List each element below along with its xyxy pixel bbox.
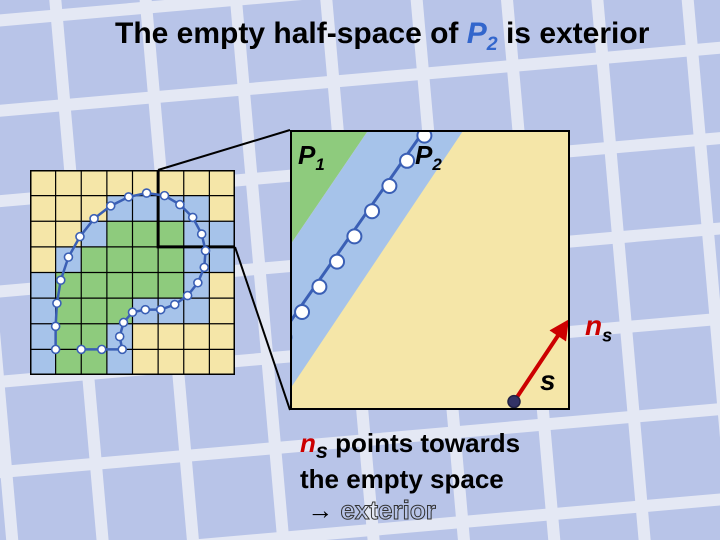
label-p2: P2 bbox=[415, 140, 442, 175]
label-p1: P1 bbox=[298, 140, 325, 175]
title-suffix: is exterior bbox=[498, 17, 650, 50]
page-title: The empty half-space of P2 is exterior bbox=[115, 15, 700, 56]
label-s: s bbox=[540, 365, 556, 397]
caption-exterior: exterior bbox=[340, 495, 435, 525]
title-prefix: The empty half-space of bbox=[115, 17, 467, 50]
small-figure bbox=[30, 170, 235, 375]
title-p2: P2 bbox=[467, 17, 498, 50]
caption: ns points towards the empty space → exte… bbox=[300, 428, 520, 527]
label-ns: ns bbox=[585, 310, 612, 347]
